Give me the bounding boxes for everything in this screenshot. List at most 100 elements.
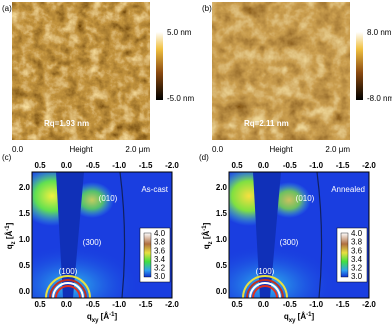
axis-label-part: q bbox=[284, 312, 289, 321]
y-tick-label: 1.0 bbox=[216, 235, 228, 244]
top-tick-label: -1.5 bbox=[139, 161, 153, 170]
top-tick-label: 0.5 bbox=[231, 161, 243, 170]
axis-label: qz [Å-1] bbox=[202, 222, 214, 249]
afm-image bbox=[212, 2, 350, 140]
bottom-tick-label: 0.5 bbox=[34, 300, 46, 309]
channel: Height bbox=[69, 145, 93, 154]
colorbar-label: 3.0 bbox=[351, 272, 363, 281]
colorbar-label: 3.2 bbox=[154, 264, 166, 273]
ring bbox=[119, 172, 126, 298]
ring bbox=[242, 275, 288, 298]
top-tick-label: -2.0 bbox=[165, 161, 179, 170]
y-tick-label: 0.0 bbox=[216, 287, 228, 296]
y-tick-label: 1.5 bbox=[19, 209, 31, 218]
frame bbox=[31, 171, 173, 299]
peak-label: (100) bbox=[256, 267, 275, 276]
axis-label-part: z bbox=[11, 241, 17, 244]
panel-label: (c) bbox=[2, 153, 12, 162]
x-start: 0.0 bbox=[12, 145, 24, 154]
x-end: 2.0 μm bbox=[325, 145, 350, 154]
axis-label: qxy [Å-1] bbox=[284, 312, 315, 324]
peak-label: (100) bbox=[59, 267, 78, 276]
giwaxs-plot: 4.03.83.63.43.23.0 (d) Annealed (010) (300) (… bbox=[199, 153, 376, 309]
ring bbox=[55, 285, 81, 298]
axis-label-part: -1 bbox=[202, 225, 208, 231]
condition: As-cast bbox=[141, 185, 168, 194]
bottom-tick-label: -1.5 bbox=[139, 300, 153, 309]
panel-label: (a) bbox=[2, 4, 12, 13]
y-tick-label: 0.5 bbox=[19, 261, 31, 270]
peak-label: (010) bbox=[296, 194, 315, 203]
colorbar-label: 3.6 bbox=[351, 246, 363, 255]
y-tick-label: 1.0 bbox=[19, 235, 31, 244]
colorbar-label: 4.0 bbox=[351, 229, 363, 238]
axis-label-part: [Å bbox=[5, 231, 14, 242]
giwaxs-plot: 4.03.83.63.43.23.0 (c) As-cast (010) (300) (1… bbox=[2, 153, 179, 309]
y-tick-label: 2.0 bbox=[216, 183, 228, 192]
colorbar-label: 3.0 bbox=[154, 272, 166, 281]
bottom-tick-label: -2.0 bbox=[362, 300, 376, 309]
axis-label-part: ] bbox=[311, 312, 314, 321]
axis-label: qxy [Å-1] bbox=[87, 312, 118, 324]
top-tick-label: -2.0 bbox=[362, 161, 376, 170]
scale-min: -5.0 nm bbox=[167, 94, 194, 103]
ring bbox=[316, 172, 323, 298]
ring bbox=[249, 282, 281, 298]
ring bbox=[246, 279, 284, 298]
condition: Annealed bbox=[331, 185, 365, 194]
colorbar-label: 4.0 bbox=[154, 229, 166, 238]
y-tick-label: 2.0 bbox=[19, 183, 31, 192]
ring bbox=[45, 275, 91, 298]
bottom-tick-label: -1.5 bbox=[336, 300, 350, 309]
top-tick-label: -1.0 bbox=[112, 161, 126, 170]
axis-label-part: [Å bbox=[202, 231, 211, 242]
axis-label-part: -1 bbox=[5, 225, 11, 231]
axis-label: qz [Å-1] bbox=[5, 222, 17, 249]
y-tick-label: 0.0 bbox=[19, 287, 31, 296]
colorbar-label: 3.6 bbox=[154, 246, 166, 255]
bottom-tick-label: -1.0 bbox=[309, 300, 323, 309]
top-tick-label: 0.0 bbox=[61, 161, 73, 170]
axis-label-part: ] bbox=[202, 222, 211, 225]
top-tick-label: -0.5 bbox=[86, 161, 100, 170]
axis-label-part: [Å bbox=[98, 312, 109, 321]
peak-label: (300) bbox=[280, 238, 299, 247]
bottom-tick-label: 0.5 bbox=[231, 300, 243, 309]
axis-label-part: ] bbox=[114, 312, 117, 321]
x-start: 0.0 bbox=[212, 145, 224, 154]
bottom-tick-label: 0.0 bbox=[61, 300, 73, 309]
y-tick-label: 1.5 bbox=[216, 209, 228, 218]
inset-bar bbox=[340, 232, 349, 278]
peak-label: (010) bbox=[99, 194, 118, 203]
axis-label-part: [Å bbox=[295, 312, 306, 321]
axis-label-part: xy bbox=[289, 318, 296, 324]
y-tick-label: 0.5 bbox=[216, 261, 228, 270]
axis-label-part: q bbox=[5, 244, 14, 249]
bottom-tick-label: -1.0 bbox=[112, 300, 126, 309]
diffuse bbox=[32, 245, 140, 298]
afm-image bbox=[12, 2, 150, 140]
x-end: 2.0 μm bbox=[125, 145, 150, 154]
rq-value: Rq=2.11 nm bbox=[244, 119, 289, 128]
colorbar-label: 3.4 bbox=[351, 255, 363, 264]
ring bbox=[49, 279, 87, 298]
colorbar-label: 3.8 bbox=[351, 238, 363, 247]
ring bbox=[52, 282, 84, 298]
rq-value: Rq=1.93 nm bbox=[44, 119, 89, 128]
axis-label-part: ] bbox=[5, 222, 14, 225]
ring bbox=[252, 285, 278, 298]
afm-colorbar bbox=[156, 32, 163, 100]
axis-label-part: -1 bbox=[109, 312, 115, 318]
peak-label: (300) bbox=[83, 238, 102, 247]
axis-label-part: xy bbox=[92, 318, 99, 324]
panel-label: (b) bbox=[202, 4, 212, 13]
axis-label-part: q bbox=[87, 312, 92, 321]
diffuse bbox=[229, 245, 337, 298]
wedge bbox=[253, 172, 281, 298]
axis-label-part: z bbox=[208, 241, 214, 244]
bottom-tick-label: -0.5 bbox=[283, 300, 297, 309]
top-tick-label: -1.5 bbox=[336, 161, 350, 170]
colorbar-label: 3.4 bbox=[154, 255, 166, 264]
scale-min: -8.0 nm bbox=[367, 94, 392, 103]
